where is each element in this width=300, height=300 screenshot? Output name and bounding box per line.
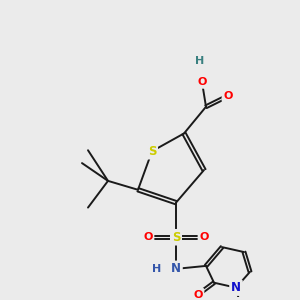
Text: H: H [195,56,205,66]
Text: O: O [197,77,207,87]
Text: O: O [143,232,153,242]
Text: S: S [172,231,180,244]
Text: S: S [148,145,156,158]
Text: O: O [193,290,203,300]
Text: N: N [171,262,181,275]
Text: N: N [231,281,241,294]
Text: H: H [152,264,162,274]
Text: O: O [199,232,209,242]
Text: O: O [223,91,233,101]
